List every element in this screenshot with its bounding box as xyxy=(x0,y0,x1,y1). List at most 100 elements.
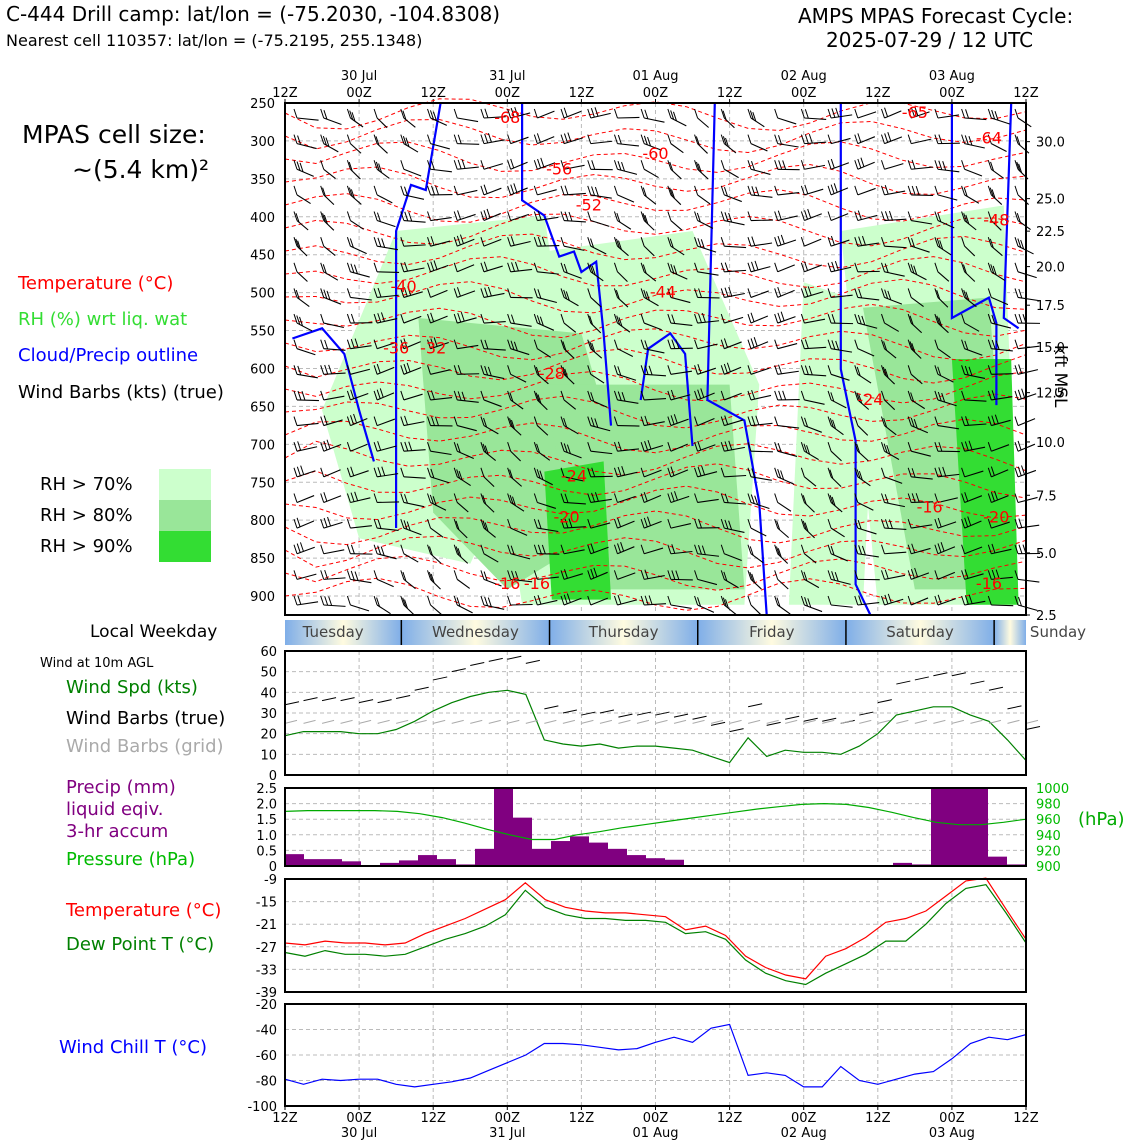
bottom-time-tick-label: 00Z xyxy=(939,1111,965,1126)
wind-barb-feather xyxy=(854,160,859,170)
wind-barb-feather xyxy=(566,593,571,603)
wind-barb-feather xyxy=(427,313,431,324)
wind-barb-feather xyxy=(484,133,489,144)
wind-barb-feather xyxy=(350,415,354,425)
wind-barb xyxy=(617,271,628,282)
wind-barb-feather xyxy=(725,599,729,609)
wind-barb xyxy=(510,373,527,383)
wind-barb xyxy=(590,546,609,555)
wind-barb-feather xyxy=(373,518,378,529)
wind-barb-feather xyxy=(453,493,458,503)
wind-barb-feather xyxy=(587,518,592,529)
wind-barb-feather xyxy=(513,183,518,193)
wind-barb-feather xyxy=(373,313,378,324)
wind-barb-feather xyxy=(747,518,752,529)
wind-barb-feather xyxy=(961,467,966,478)
wind-barb-feather xyxy=(560,416,565,426)
wind-barb-feather xyxy=(778,160,783,170)
wind-barb-feather xyxy=(881,339,885,349)
surface-barb-true xyxy=(877,699,892,704)
wind-barb-feather xyxy=(667,262,672,272)
dewpoint-line xyxy=(284,883,1027,986)
wind-barb-feather xyxy=(694,570,699,580)
wind-barb-feather xyxy=(533,160,538,170)
wind-barb-feather xyxy=(963,213,968,223)
wind-barb-feather xyxy=(350,466,355,476)
wind-barb-feather xyxy=(907,160,912,170)
wind-barb-feather xyxy=(782,390,787,400)
wind-barb-feather xyxy=(348,161,353,172)
wind-barb xyxy=(643,168,659,179)
wind-barb-feather xyxy=(774,108,779,119)
top-time-tick-label: 12Z xyxy=(865,86,891,101)
bottom-date-label: 02 Aug xyxy=(781,1126,827,1140)
surface-barb-grid xyxy=(340,719,353,724)
wind-barb-feather xyxy=(293,160,298,170)
wind-barb-feather xyxy=(645,291,650,301)
wind-barb-feather xyxy=(991,339,996,350)
wind-barb-feather xyxy=(667,160,672,170)
wind-barb-feather xyxy=(755,415,760,425)
wind-barb-feather xyxy=(804,597,809,607)
bottom-time-tick-label: 12Z xyxy=(420,1111,446,1126)
wind-barb-feather xyxy=(533,339,538,349)
wind-barb-feather xyxy=(587,365,592,375)
wind-barb-feather xyxy=(400,570,405,580)
wind-barb-feather xyxy=(747,108,752,119)
wind-barb xyxy=(617,348,634,358)
wind-barb-feather xyxy=(564,518,569,529)
wind-barb-feather xyxy=(800,467,805,478)
wind-panel-tick-label: 50 xyxy=(260,666,277,681)
wind-barb-feather xyxy=(747,467,752,478)
wind-barb xyxy=(430,264,449,273)
wind-barb-feather xyxy=(881,365,885,375)
wind-barb-feather xyxy=(1014,544,1019,554)
wind-barb-feather xyxy=(854,595,859,606)
wind-barb-feather xyxy=(808,133,813,144)
wind-barb-feather xyxy=(589,315,594,325)
wind-barb xyxy=(777,502,792,512)
wind-barb xyxy=(724,392,742,401)
wind-barb-feather xyxy=(671,570,676,580)
wind-barb xyxy=(1017,117,1032,128)
wind-barb xyxy=(964,322,980,332)
surface-barb-true xyxy=(1007,705,1022,710)
wind-barb xyxy=(376,342,396,350)
wind-barb xyxy=(563,476,585,482)
wind-barb-feather xyxy=(747,262,752,272)
wind-barb-feather xyxy=(587,160,592,170)
wind-barb xyxy=(590,140,613,145)
wind-barb-feather xyxy=(722,136,727,146)
wind-barb-feather xyxy=(510,158,515,169)
wind-barb xyxy=(457,344,479,350)
wind-barb-feather xyxy=(884,494,889,504)
wind-barb-feather xyxy=(320,416,325,426)
wind-barb-feather xyxy=(587,262,592,272)
wind-barb-feather xyxy=(987,134,992,144)
wind-barb-feather xyxy=(909,341,914,351)
wind-barb xyxy=(296,422,319,427)
wind-barb-feather xyxy=(968,366,973,376)
wind-barb-feather xyxy=(346,493,351,503)
isotherm-line xyxy=(284,303,1027,339)
wind-barb-feather xyxy=(858,288,863,299)
wind-barb-feather xyxy=(720,390,725,401)
wind-barb-feather xyxy=(776,520,781,530)
wind-barb-feather xyxy=(747,365,752,375)
bottom-date-label: 03 Aug xyxy=(929,1126,975,1140)
wind-barb-feather xyxy=(617,466,622,477)
bottom-time-tick-label: 12Z xyxy=(272,1111,298,1126)
legend-rh90-label: RH > 90% xyxy=(40,536,133,557)
wind-barb-feather xyxy=(480,467,485,478)
top-time-tick-label: 12Z xyxy=(717,86,743,101)
temperature-label: Temperature (°C) xyxy=(66,900,222,921)
wind-barb-feather xyxy=(323,289,328,299)
wind-barb-feather xyxy=(990,264,995,274)
wind-barb xyxy=(991,469,1009,478)
wind-barb-feather xyxy=(884,594,889,605)
precip-label: Precip (mm) xyxy=(66,777,176,798)
wind-barb-feather xyxy=(774,544,779,554)
bottom-date-label: 01 Aug xyxy=(632,1126,678,1140)
wind-barb-feather xyxy=(675,570,680,580)
wind-barb-feather xyxy=(293,518,298,529)
